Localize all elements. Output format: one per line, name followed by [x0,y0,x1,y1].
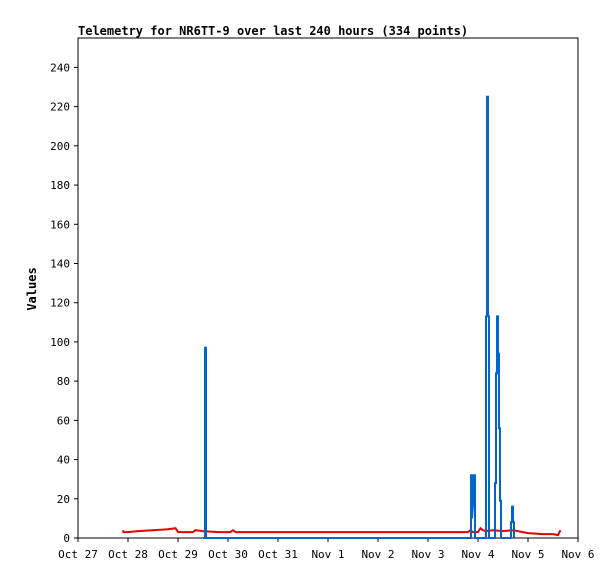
y-tick-label: 180 [50,179,70,192]
x-tick-label: Nov 5 [511,548,544,561]
series-line-2 [203,95,515,539]
y-tick-label: 80 [57,375,70,388]
plot-frame [77,37,579,539]
y-axis: 0 20 40 60 80 100 120 140 160 180 200 220 240 [50,61,78,545]
x-tick-label: Oct 29 [158,548,198,561]
y-tick-label: 60 [57,414,70,427]
x-axis: Oct 27 Oct 28 Oct 29 Oct 30 Oct 31 Nov 1 Nov 2… [58,538,595,561]
y-tick-label: 120 [50,297,70,310]
x-tick-label: Nov 1 [311,548,344,561]
y-tick-label: 160 [50,218,70,231]
x-tick-label: Nov 3 [411,548,444,561]
y-tick-label: 100 [50,336,70,349]
y-tick-label: 140 [50,257,70,270]
x-tick-label: Nov 2 [361,548,394,561]
y-axis-label: Values [25,267,39,310]
x-tick-label: Nov 6 [561,548,594,561]
y-tick-label: 0 [63,532,70,545]
series-group [122,95,562,539]
x-tick-label: Nov 4 [461,548,494,561]
x-tick-label: Oct 27 [58,548,98,561]
x-tick-label: Oct 28 [108,548,148,561]
y-tick-label: 220 [50,101,70,114]
y-tick-label: 40 [57,454,70,467]
x-tick-label: Oct 30 [208,548,248,561]
y-tick-label: 20 [57,493,70,506]
y-tick-label: 240 [50,61,70,74]
chart-title: Telemetry for NR6TT-9 over last 240 hour… [78,24,468,38]
y-tick-label: 200 [50,140,70,153]
x-tick-label: Oct 31 [258,548,298,561]
